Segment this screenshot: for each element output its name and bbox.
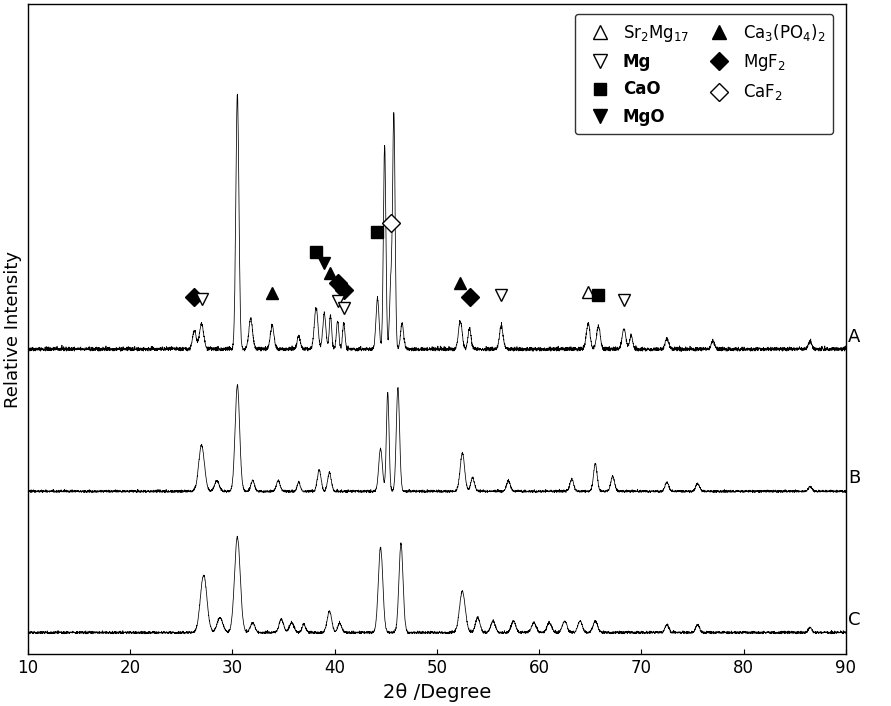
Text: A: A bbox=[848, 328, 861, 346]
Text: B: B bbox=[848, 469, 860, 487]
Text: C: C bbox=[848, 611, 861, 629]
X-axis label: 2θ /Degree: 2θ /Degree bbox=[382, 683, 491, 702]
Y-axis label: Relative Intensity: Relative Intensity bbox=[4, 251, 22, 408]
Legend: $\rm Sr_2Mg_{17}$, Mg, CaO, MgO, $\rm Ca_3(PO_4)_2$, $\rm MgF_2$, $\rm CaF_2$: $\rm Sr_2Mg_{17}$, Mg, CaO, MgO, $\rm Ca… bbox=[575, 14, 833, 134]
